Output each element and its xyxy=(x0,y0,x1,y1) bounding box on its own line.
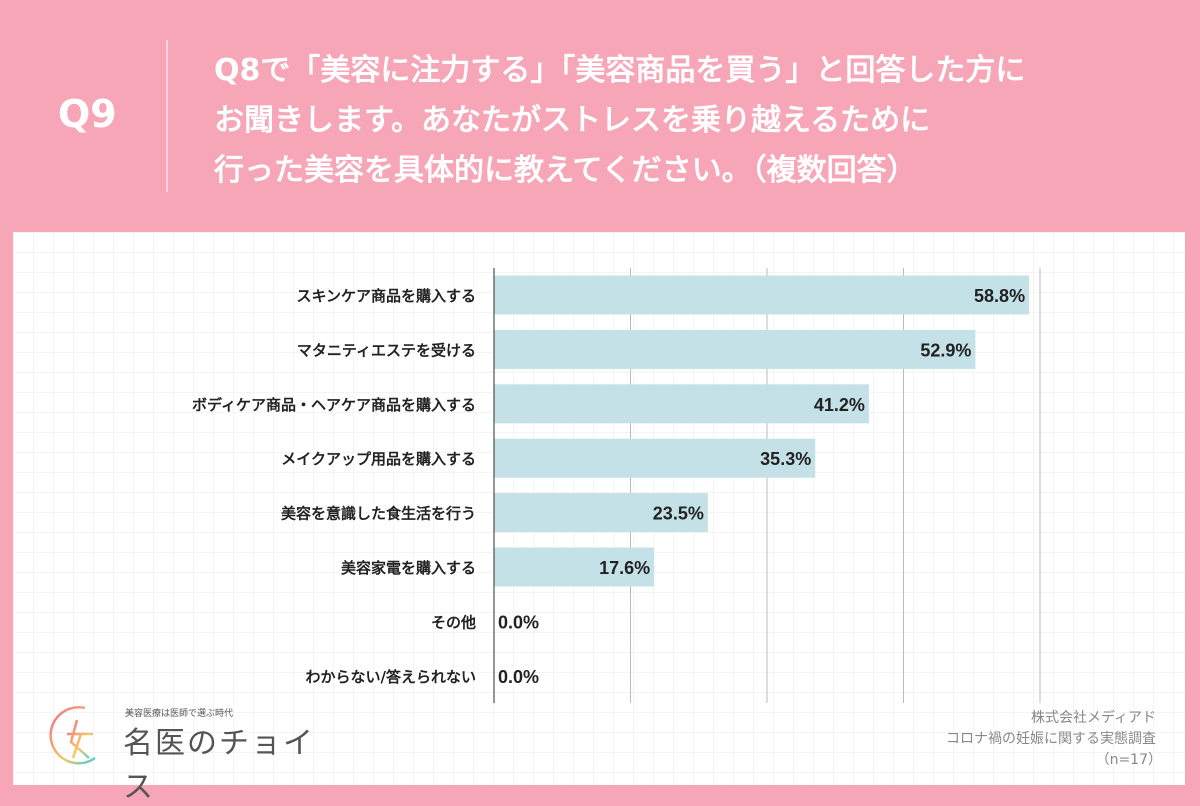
category-label: マタニティエステを受ける xyxy=(297,341,476,359)
data-label: 41.2% xyxy=(814,395,865,415)
data-label: 23.5% xyxy=(653,504,704,524)
question-number: Q9 xyxy=(58,92,117,136)
data-label: 35.3% xyxy=(760,449,811,469)
sample-size: （n=17） xyxy=(1095,752,1162,768)
question-text: Q8で「美容に注力する」「美容商品を買う」と回答した方に お聞きします。あなたが… xyxy=(214,53,1026,188)
category-label: その他 xyxy=(431,613,476,631)
bar xyxy=(494,275,1030,315)
logo-mark-icon xyxy=(49,706,96,765)
header-divider xyxy=(166,40,168,192)
data-label: 52.9% xyxy=(920,340,971,360)
bar xyxy=(494,438,816,478)
bar xyxy=(494,547,655,587)
data-label: 58.8% xyxy=(974,286,1025,306)
logo-tagline: 美容医療は医師で選ぶ時代 xyxy=(125,709,234,719)
category-label: メイクアップ用品を購入する xyxy=(281,450,476,468)
category-label: 美容家電を購入する xyxy=(341,559,476,577)
category-label: 美容を意識した食生活を行う xyxy=(281,505,476,523)
logo-name: 名医のチョイス xyxy=(123,726,315,805)
source-note: 株式会社メディアド コロナ禍の妊娠に関する実態調査 （n=17） xyxy=(946,708,1162,771)
category-label: ボディケア商品・ヘアケア商品を購入する xyxy=(192,396,476,414)
bar xyxy=(494,493,708,533)
data-label: 0.0% xyxy=(498,612,539,632)
data-label: 17.6% xyxy=(599,558,650,578)
category-label: スキンケア商品を購入する xyxy=(296,287,476,305)
bar xyxy=(494,384,869,424)
source-survey: コロナ禍の妊娠に関する実態調査 xyxy=(946,731,1156,747)
logo: 美容医療は医師で選ぶ時代 名医のチョイス xyxy=(45,702,345,805)
bar xyxy=(494,329,976,369)
data-label: 0.0% xyxy=(498,667,539,687)
source-company: 株式会社メディアド xyxy=(1030,710,1156,726)
category-label: わからない/答えられない xyxy=(306,668,476,686)
